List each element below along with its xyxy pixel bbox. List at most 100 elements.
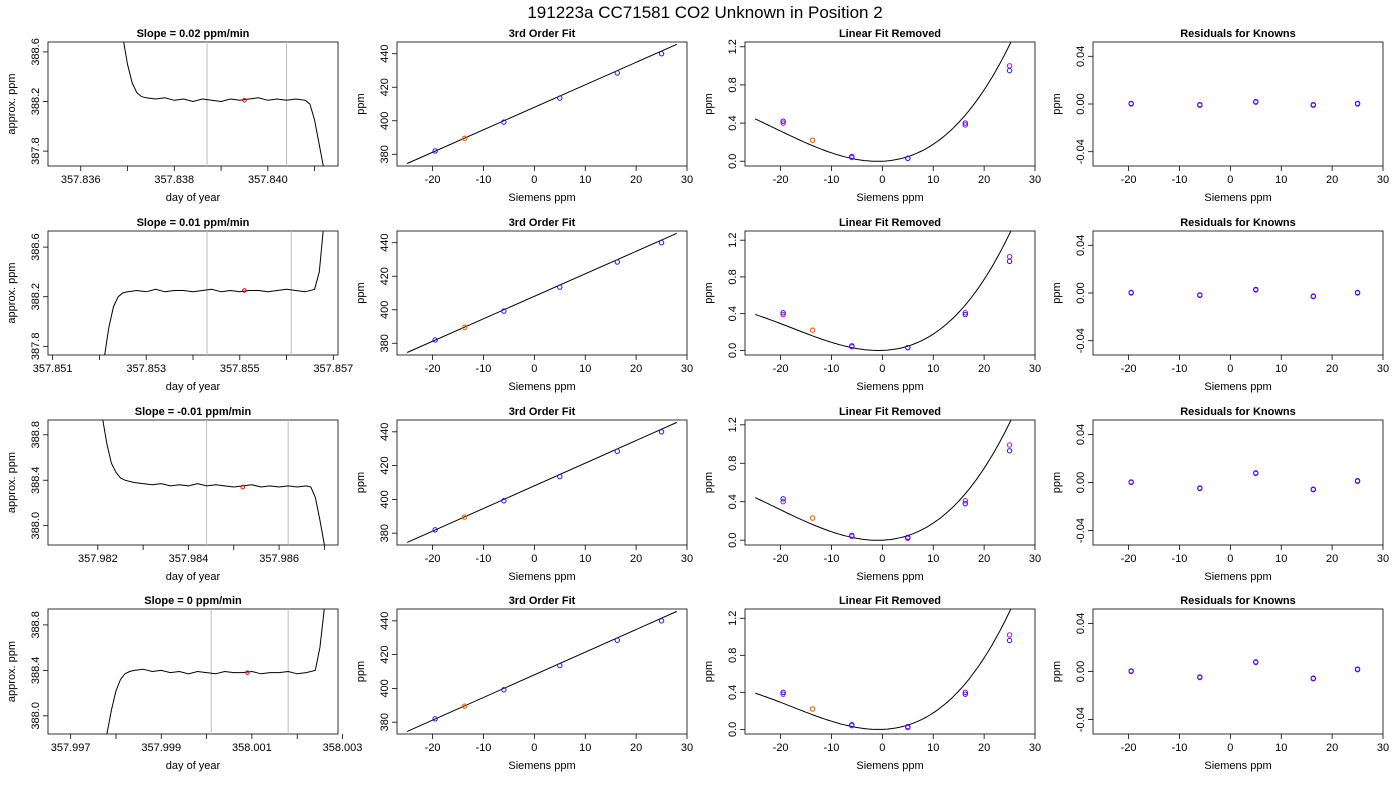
y-tick-label: 388.0 bbox=[30, 702, 42, 730]
x-tick-label: 30 bbox=[681, 553, 693, 565]
panel-title: Slope = 0 ppm/min bbox=[144, 595, 242, 607]
data-point-known bbox=[501, 687, 507, 693]
panel-1-4: Slope = 0 ppm/min 357.997 357.999 358.001 35… bbox=[6, 595, 362, 772]
x-tick-label: 20 bbox=[1326, 174, 1338, 186]
data-point-known bbox=[501, 498, 507, 504]
y-tick-label: 388.4 bbox=[30, 657, 42, 685]
data-point-known bbox=[658, 618, 665, 624]
panel-2-4: 3rd Order Fit -20 -10 0 10 20 30 380 400 420 440 Si… bbox=[355, 595, 693, 772]
y-axis-label: ppm bbox=[355, 661, 367, 682]
data-area bbox=[754, 420, 1013, 541]
x-tick-label: 357.836 bbox=[61, 174, 101, 186]
x-axis-label: Siemens ppm bbox=[1204, 192, 1271, 204]
data-point-known bbox=[962, 691, 968, 697]
data-point-known bbox=[614, 259, 620, 265]
data-point-fitted bbox=[780, 120, 786, 126]
plot-frame bbox=[744, 608, 1036, 735]
x-tick-label: 20 bbox=[630, 363, 642, 375]
y-tick-label: -0.04 bbox=[1075, 518, 1087, 543]
data-point-known bbox=[1253, 98, 1259, 105]
x-tick-label: 357.984 bbox=[169, 553, 209, 565]
data-point-known bbox=[614, 637, 620, 643]
y-tick-label: 0.04 bbox=[1075, 46, 1087, 67]
x-tick-label: 357.857 bbox=[313, 363, 353, 375]
data-point-known bbox=[780, 310, 786, 316]
data-point-known bbox=[1354, 666, 1361, 672]
x-tick-label: 357.982 bbox=[78, 553, 118, 565]
panel-title: Residuals for Knowns bbox=[1180, 28, 1296, 40]
plot-frame bbox=[47, 41, 339, 167]
x-tick-label: 357.851 bbox=[33, 363, 73, 375]
data-point-fitted bbox=[780, 691, 786, 697]
y-axis-label: ppm bbox=[703, 472, 715, 493]
data-point-known bbox=[557, 95, 563, 101]
data-point-known bbox=[557, 284, 563, 290]
data-point-known bbox=[849, 343, 855, 349]
data-point-known bbox=[1354, 289, 1361, 296]
y-tick-label: 420 bbox=[379, 78, 391, 96]
data-point-known bbox=[1310, 102, 1316, 108]
x-tick-label: -10 bbox=[824, 553, 840, 565]
data-point-known bbox=[1197, 485, 1203, 492]
x-axis-label: Siemens ppm bbox=[508, 760, 575, 772]
x-tick-label: -10 bbox=[476, 174, 492, 186]
data-point-unknown bbox=[461, 324, 468, 331]
y-tick-label: 0.00 bbox=[1075, 93, 1087, 114]
x-tick-label: 20 bbox=[1326, 553, 1338, 565]
fit-line bbox=[406, 610, 678, 732]
x-axis-label: Siemens ppm bbox=[856, 192, 923, 204]
data-point-known bbox=[1128, 479, 1134, 485]
data-point-known bbox=[1197, 674, 1203, 681]
panel-4-2: Residuals for Knowns -20 -10 0 10 20 30 -0.04 0.… bbox=[1051, 217, 1389, 393]
y-axis-label: ppm bbox=[355, 93, 367, 114]
x-tick-label: 357.986 bbox=[259, 553, 299, 565]
x-axis-label: Siemens ppm bbox=[1204, 571, 1271, 583]
data-point-unknown bbox=[461, 703, 468, 709]
y-tick-label: 0.4 bbox=[727, 115, 739, 130]
data-point-fitted bbox=[962, 498, 968, 504]
y-tick-label: 0.0 bbox=[727, 533, 739, 548]
panel-4-4: Residuals for Knowns -20 -10 0 10 20 30 -0.04 0.… bbox=[1051, 595, 1389, 772]
x-tick-label: 30 bbox=[681, 742, 693, 754]
x-tick-label: -20 bbox=[773, 174, 789, 186]
x-axis-label: day of year bbox=[166, 571, 221, 583]
x-tick-label: -10 bbox=[476, 363, 492, 375]
data-point-known bbox=[1253, 659, 1259, 665]
y-tick-label: 387.8 bbox=[30, 137, 42, 165]
x-tick-label: 0 bbox=[1227, 174, 1233, 186]
x-tick-label: 30 bbox=[681, 174, 693, 186]
data-area bbox=[755, 609, 1013, 731]
panel-title: Slope = -0.01 ppm/min bbox=[135, 406, 252, 418]
data-point-known bbox=[780, 689, 786, 696]
x-axis-label: day of year bbox=[166, 192, 221, 204]
x-tick-label: 30 bbox=[1377, 174, 1389, 186]
y-axis-label: ppm bbox=[355, 282, 367, 303]
x-tick-label: -10 bbox=[1172, 553, 1188, 565]
y-tick-label: 440 bbox=[379, 423, 391, 441]
panels: Slope = 0.02 ppm/min 357.836 357.838 357.84… bbox=[6, 28, 1389, 772]
panel-2-2: 3rd Order Fit -20 -10 0 10 20 30 380 400 420 440 Si… bbox=[355, 217, 693, 393]
data-point-known bbox=[658, 240, 665, 246]
y-axis-label: approx. ppm bbox=[6, 452, 18, 513]
x-tick-label: 20 bbox=[978, 553, 990, 565]
panel-title: Residuals for Knowns bbox=[1180, 217, 1296, 229]
x-tick-label: 10 bbox=[1275, 553, 1287, 565]
y-axis-label: ppm bbox=[703, 661, 715, 682]
panel-title: Residuals for Knowns bbox=[1180, 595, 1296, 607]
panel-3-3: Linear Fit Removed -20 -10 0 10 20 30 0.0 0.4 0.8… bbox=[703, 406, 1041, 583]
data-area bbox=[1128, 659, 1361, 682]
y-tick-label: 0.8 bbox=[727, 77, 739, 92]
data-point-fitted bbox=[962, 310, 968, 316]
plot-frame bbox=[744, 419, 1036, 546]
x-axis-label: day of year bbox=[166, 760, 221, 772]
y-tick-label: 440 bbox=[379, 45, 391, 63]
x-tick-label: 10 bbox=[927, 174, 939, 186]
y-tick-label: 380 bbox=[379, 713, 391, 731]
plot-frame bbox=[1092, 608, 1384, 735]
data-point-known bbox=[1310, 676, 1316, 682]
x-tick-label: 20 bbox=[978, 742, 990, 754]
x-tick-label: 20 bbox=[978, 174, 990, 186]
y-tick-label: -0.04 bbox=[1075, 707, 1087, 732]
y-tick-label: -0.04 bbox=[1075, 328, 1087, 353]
